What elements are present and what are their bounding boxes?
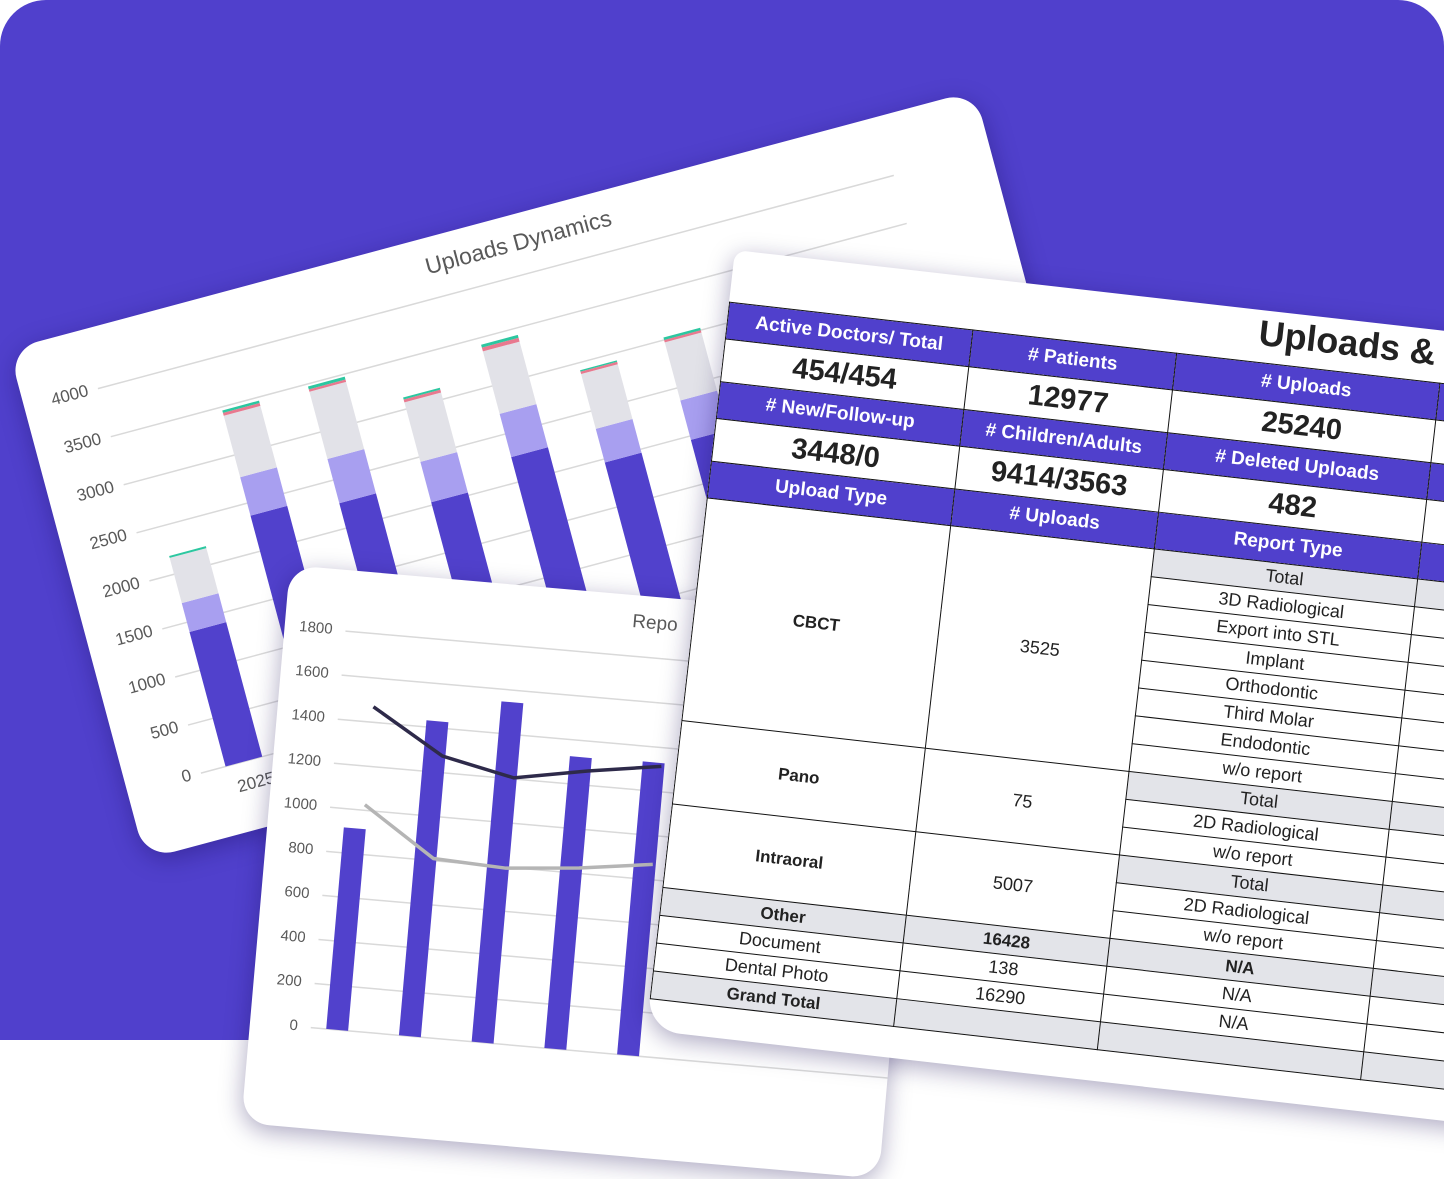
y-tick-label: 600 <box>284 883 310 902</box>
reports-chart: Repo 0 200 400 600 800 1000 1200 1400 1600 1800 <box>276 611 923 1079</box>
bar-segment <box>481 334 519 348</box>
bar-segment <box>664 332 718 401</box>
bar-segment <box>181 593 227 632</box>
bar-segment <box>308 379 347 392</box>
bar <box>544 756 592 1050</box>
bar-segment <box>327 449 376 504</box>
bar-segment <box>664 330 702 343</box>
y-tick-label: 2500 <box>88 525 129 553</box>
bar-segment <box>595 418 642 463</box>
y-tick-label: 1000 <box>126 669 167 697</box>
bar-segment <box>222 403 261 416</box>
y-tick-label: 4000 <box>49 381 90 409</box>
y-tick-label: 1200 <box>287 750 322 770</box>
y-tick-label: 2000 <box>100 573 141 601</box>
bar-segment <box>404 392 458 462</box>
line <box>363 803 653 870</box>
bar-segment <box>482 341 537 414</box>
bar-segment <box>223 405 277 478</box>
bar-segment <box>580 361 618 375</box>
bar-segment <box>169 548 219 604</box>
bar-segment <box>580 360 618 372</box>
page: Uploads Dynamics 0 500 1000 1500 2000 2500 3000… <box>0 0 1444 1103</box>
table-card: Uploads & Active Doctors/ Total # Patient… <box>646 250 1444 1132</box>
bar <box>398 720 449 1038</box>
bar <box>326 827 366 1031</box>
bar-segment <box>309 381 365 460</box>
y-tick-label: 800 <box>288 839 314 858</box>
bar-segment <box>499 404 548 458</box>
bar <box>617 761 665 1057</box>
reports-chart-card: Repo 0 200 400 600 800 1000 1200 1400 1600 1800 <box>241 565 928 1179</box>
table-cell: 3525 <box>925 525 1155 772</box>
bar-segment <box>420 452 468 503</box>
y-tick-label: 1400 <box>291 706 326 726</box>
bar-segment <box>663 327 701 340</box>
y-tick-label: 1600 <box>295 662 330 682</box>
bar-segment <box>581 364 633 429</box>
y-tick-label: 3000 <box>75 477 116 505</box>
bar-segment <box>222 400 260 413</box>
bar-segment <box>403 389 442 403</box>
y-tick-label: 1500 <box>113 621 154 649</box>
grid-line <box>97 174 895 390</box>
y-tick-label: 0 <box>289 1017 299 1035</box>
bar <box>471 701 524 1044</box>
y-tick-label: 200 <box>276 971 302 990</box>
bar-segment <box>240 467 288 516</box>
line <box>372 705 662 780</box>
bar-segment <box>307 376 346 390</box>
bar-segment <box>189 622 263 767</box>
bar-segment <box>403 387 441 400</box>
y-tick-label: 3500 <box>62 429 103 457</box>
table-cell: CBCT <box>681 497 951 749</box>
y-tick-label: 0 <box>179 766 193 787</box>
chart-title: Repo <box>631 611 678 636</box>
table-cell <box>1360 1051 1444 1103</box>
y-tick-label: 500 <box>148 717 180 743</box>
stats-table: Active Doctors/ Total # Patients # Uploads… <box>650 302 1444 1103</box>
y-tick-label: 1800 <box>299 618 334 638</box>
y-tick-label: 400 <box>280 927 306 946</box>
bar-segment <box>481 337 520 352</box>
y-tick-label: 1000 <box>283 794 318 814</box>
bar-segment <box>169 546 207 558</box>
